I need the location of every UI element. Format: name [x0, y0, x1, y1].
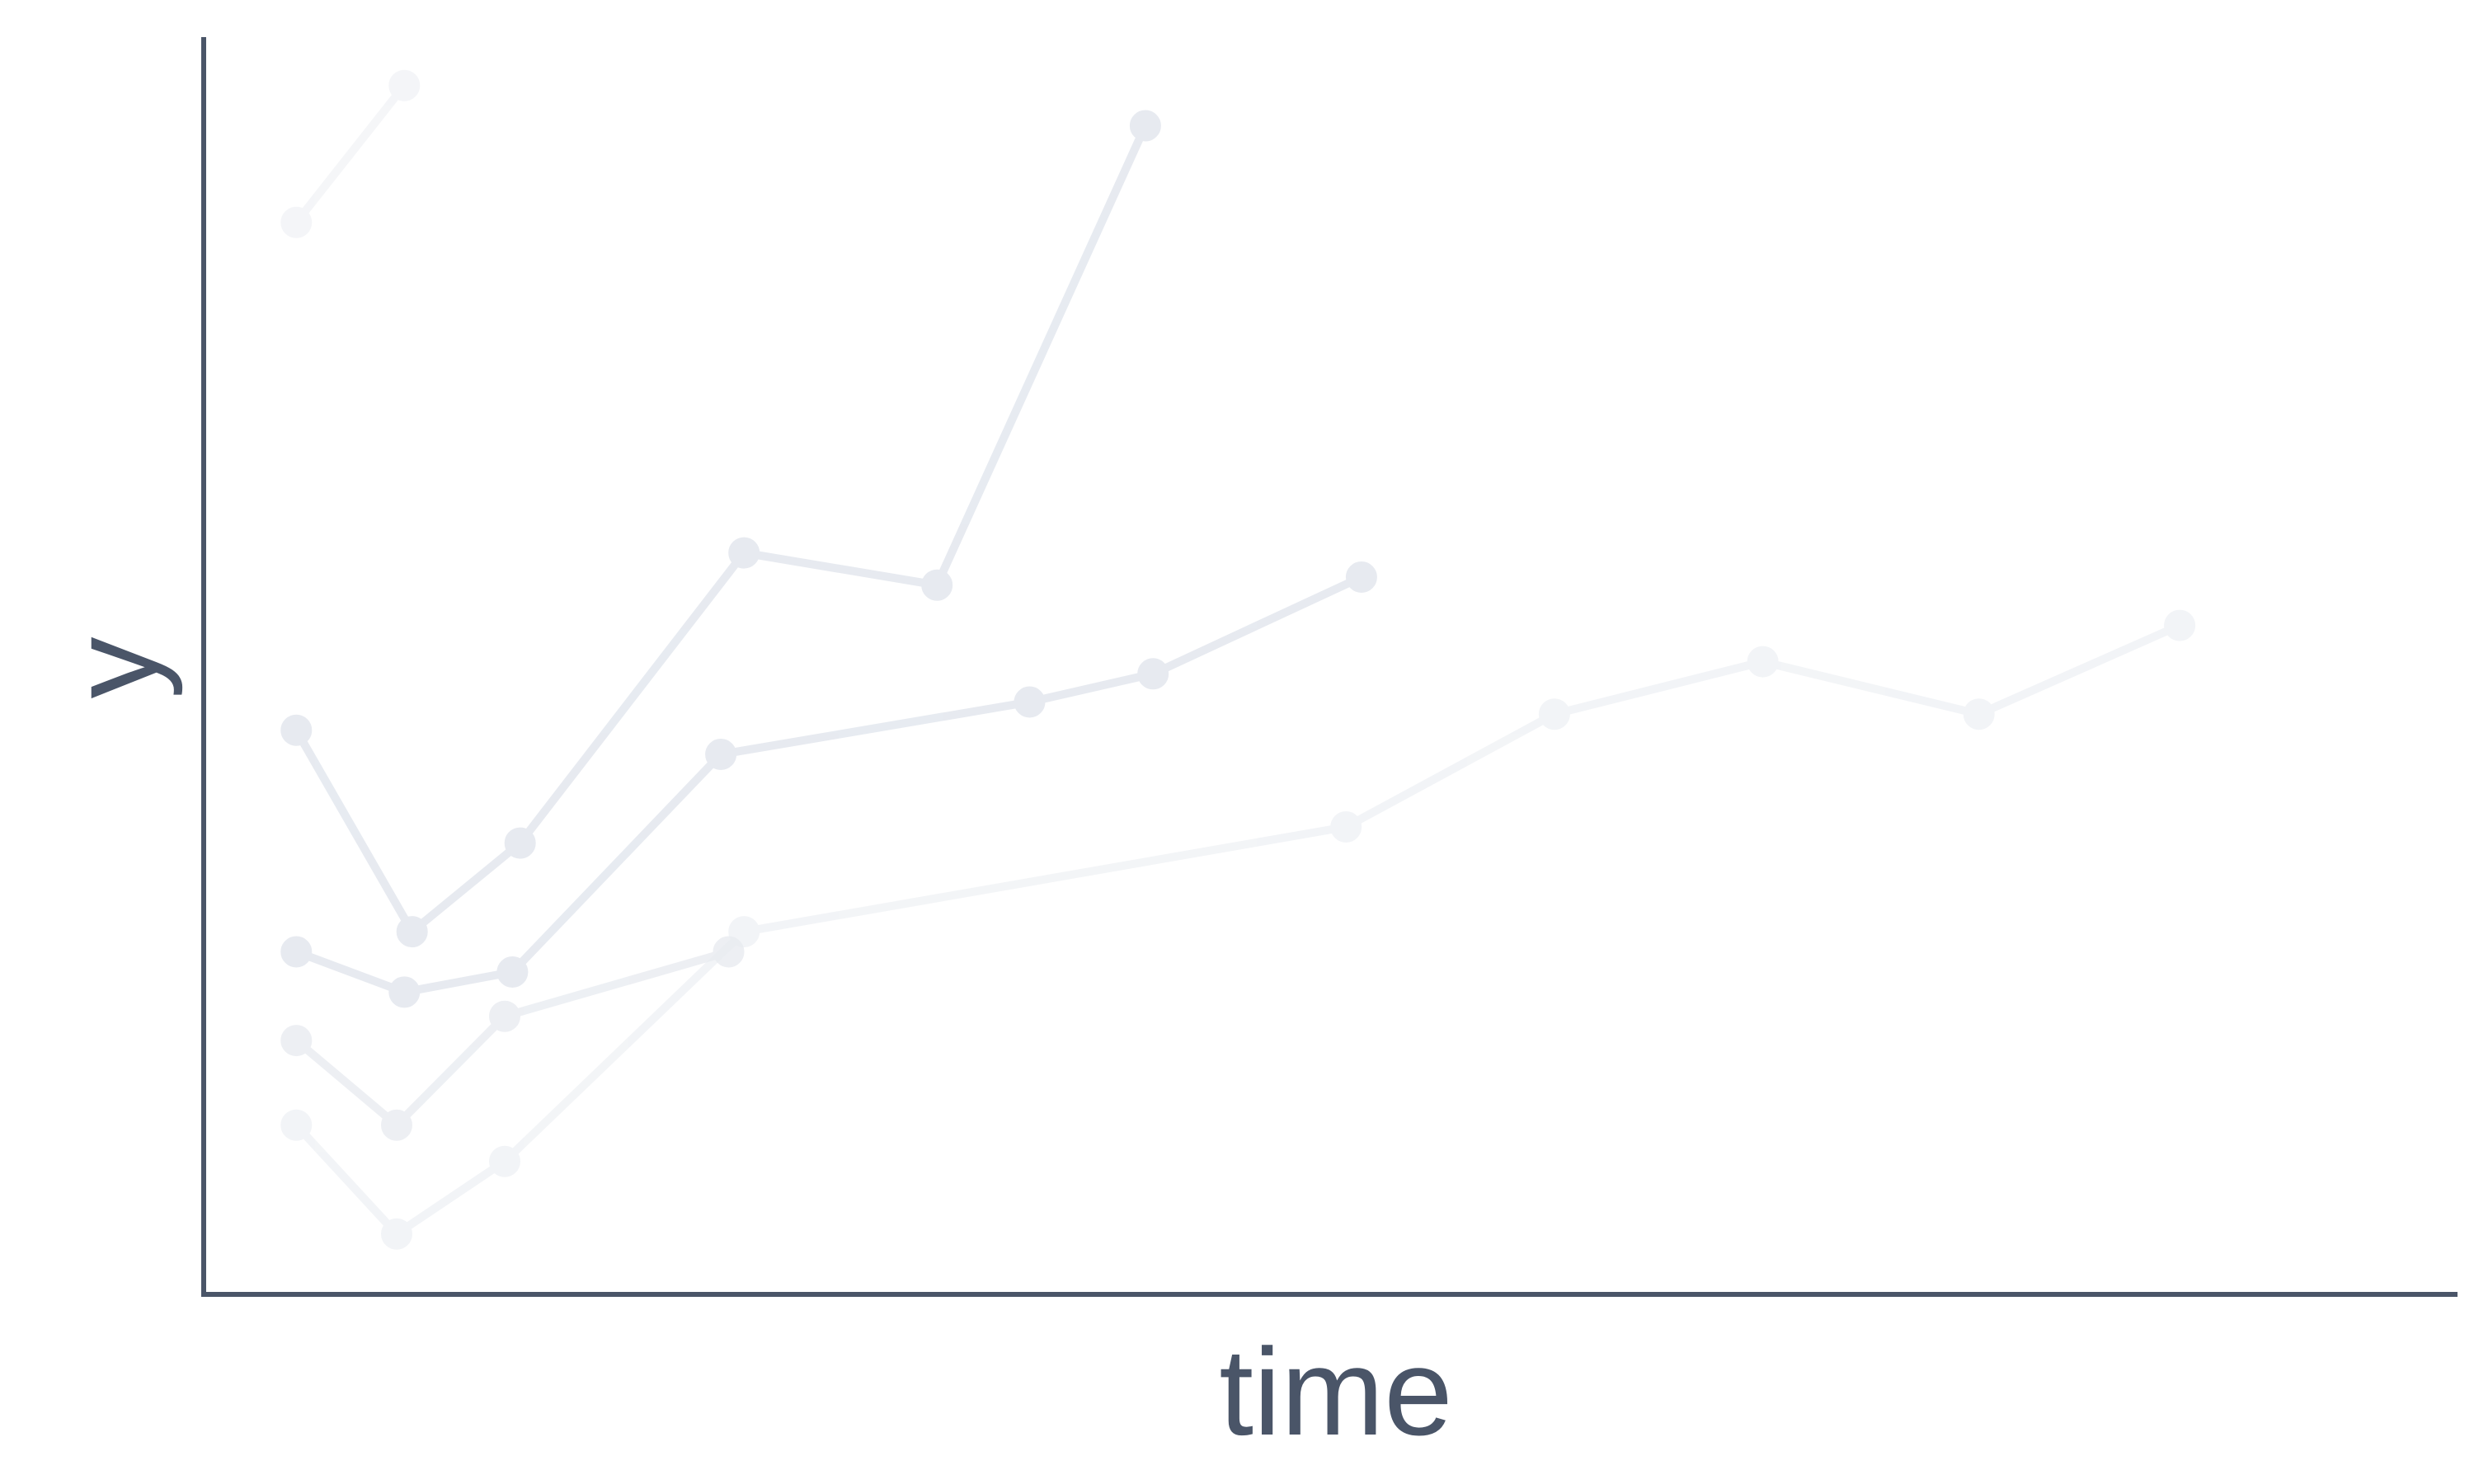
data-point	[381, 1109, 412, 1141]
data-point	[705, 739, 737, 770]
data-point	[1330, 811, 1362, 843]
y-axis-label: y	[45, 637, 183, 699]
data-point	[388, 69, 421, 101]
data-point	[396, 916, 428, 948]
data-point	[504, 827, 536, 859]
series-line	[292, 81, 409, 227]
data-point	[728, 916, 760, 948]
series-5	[280, 609, 2196, 1250]
data-point	[728, 537, 760, 569]
series-line	[292, 121, 1150, 937]
data-point	[280, 1109, 313, 1141]
data-point	[489, 1000, 520, 1032]
data-point	[1137, 658, 1169, 690]
data-point	[280, 1025, 313, 1057]
data-point	[921, 569, 953, 601]
data-point	[489, 1145, 520, 1177]
series-3	[280, 561, 1377, 1008]
data-point	[496, 956, 529, 988]
series-line	[292, 947, 733, 1129]
data-point	[280, 206, 313, 238]
plot-area	[280, 69, 2196, 1250]
data-point	[1747, 646, 1779, 678]
x-axis-label: time	[1219, 1322, 1452, 1461]
data-point	[1014, 686, 1046, 718]
data-point	[280, 936, 313, 968]
series-line	[292, 573, 1366, 997]
series-1	[280, 69, 421, 238]
data-point	[1963, 698, 1995, 730]
data-point	[388, 976, 421, 1008]
data-point	[1538, 698, 1570, 730]
data-point	[280, 714, 313, 746]
data-point	[2164, 609, 2196, 641]
data-point	[1129, 110, 1161, 142]
series-line	[292, 621, 2185, 1238]
data-point	[381, 1218, 412, 1250]
series-2	[280, 110, 1161, 948]
data-point	[1345, 561, 1377, 593]
